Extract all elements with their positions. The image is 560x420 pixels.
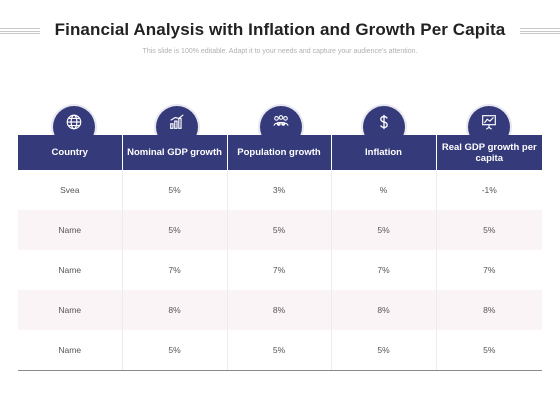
table-cell: 5% bbox=[436, 210, 542, 250]
page-title: Financial Analysis with Inflation and Gr… bbox=[54, 20, 506, 39]
table-cell: 3% bbox=[227, 170, 332, 210]
table-cell: 5% bbox=[436, 330, 542, 371]
table-cell: 5% bbox=[227, 330, 332, 371]
table-cell: 7% bbox=[331, 250, 437, 290]
table-cell: -1% bbox=[481, 185, 497, 195]
table-row: Name 5% 5% 5% 5% bbox=[18, 330, 542, 371]
header-inflation: Inflation bbox=[331, 135, 437, 170]
table-cell: 5% bbox=[227, 210, 332, 250]
table-header-row: Country Nominal GDP growth Population gr… bbox=[18, 135, 542, 170]
title-decoration-right bbox=[520, 28, 560, 34]
title-decoration-left bbox=[0, 28, 40, 34]
table-cell: 5% bbox=[122, 170, 228, 210]
table-row: Name 7% 7% 7% 7% bbox=[18, 250, 542, 290]
table-cell: 5% bbox=[122, 210, 228, 250]
table-cell: Name bbox=[18, 250, 123, 290]
table-cell: 5% bbox=[331, 210, 437, 250]
table-cell: 8% bbox=[227, 290, 332, 330]
table-cell: 8% bbox=[331, 290, 437, 330]
table-cell: 7% bbox=[122, 250, 228, 290]
header-population-growth: Population growth bbox=[227, 135, 332, 170]
table-cell: 7% bbox=[227, 250, 332, 290]
table-cell: Name bbox=[18, 330, 123, 371]
table-row: Name 5% 5% 5% 5% bbox=[18, 210, 542, 250]
table-cell: Name bbox=[18, 290, 123, 330]
title-row: Financial Analysis with Inflation and Gr… bbox=[0, 20, 560, 46]
table-cell: 5% bbox=[331, 330, 437, 371]
header-real-gdp-growth: Real GDP growth per capita bbox=[436, 135, 542, 170]
table-cell: 8% bbox=[122, 290, 228, 330]
header-country: Country bbox=[18, 135, 123, 170]
table-cell: 8% bbox=[436, 290, 542, 330]
table-row: Name 8% 8% 8% 8% bbox=[18, 290, 542, 330]
table-cell: % bbox=[331, 170, 437, 210]
data-table: Country Nominal GDP growth Population gr… bbox=[18, 135, 542, 371]
table-row: Svea 5% 3% % -1% bbox=[18, 170, 542, 210]
page-subtitle: This slide is 100% editable. Adapt it to… bbox=[142, 48, 418, 55]
table-cell: Name bbox=[18, 210, 123, 250]
table-cell: 5% bbox=[122, 330, 228, 371]
table-cell: 7% bbox=[483, 265, 496, 275]
table-cell: Svea bbox=[18, 170, 123, 210]
header-nominal-gdp-growth: Nominal GDP growth bbox=[122, 135, 228, 170]
